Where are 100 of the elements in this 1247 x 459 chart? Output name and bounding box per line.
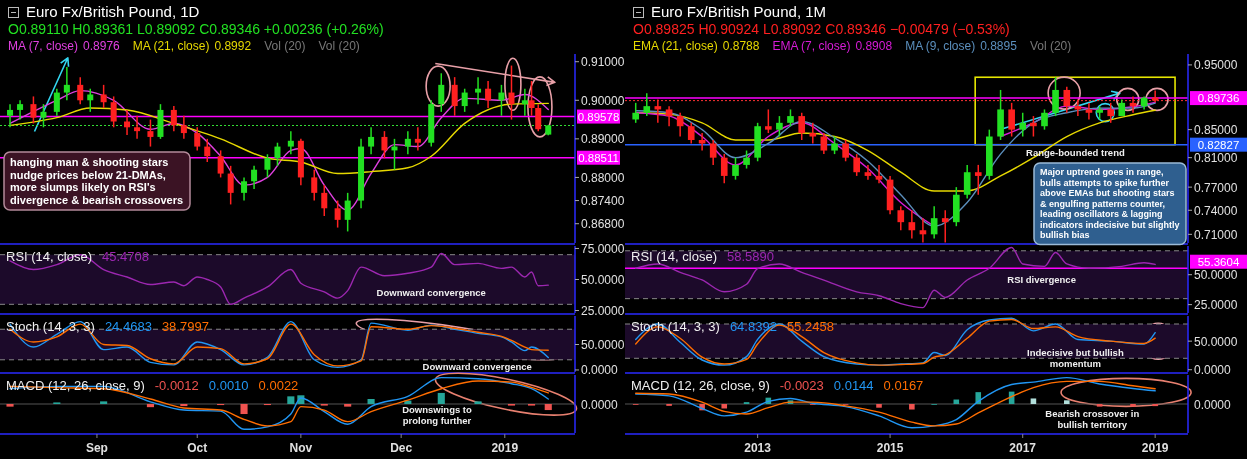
y-tick-label: 0.81000 bbox=[1194, 151, 1238, 166]
y-tick-label: 0.89000 bbox=[581, 132, 625, 147]
text: 0.8895 bbox=[980, 39, 1018, 53]
candlestick bbox=[404, 130, 411, 156]
bar bbox=[287, 396, 295, 404]
x-tick-label: 2019 bbox=[491, 441, 519, 455]
chart-title: Euro Fx/British Pound, 1D bbox=[26, 3, 200, 20]
candlestick bbox=[475, 76, 482, 105]
candlestick bbox=[30, 95, 37, 125]
candlestick bbox=[732, 156, 739, 181]
bar bbox=[1152, 404, 1158, 407]
annotation: 55.2458 bbox=[786, 319, 834, 334]
y-tick-label: 0.91000 bbox=[581, 55, 625, 70]
candlestick bbox=[930, 205, 938, 240]
candlestick bbox=[974, 164, 982, 196]
candlestick bbox=[709, 139, 717, 166]
y-tick-label: 0.95000 bbox=[1194, 58, 1238, 73]
candlestick bbox=[508, 64, 515, 121]
text: Vol (20) bbox=[264, 39, 306, 53]
candlestick bbox=[1052, 76, 1059, 117]
bar bbox=[544, 404, 552, 411]
x-tick-label: 2017 bbox=[1009, 441, 1037, 455]
candlestick bbox=[344, 192, 351, 233]
candlestick bbox=[528, 80, 535, 117]
annotation: 45.4708 bbox=[101, 249, 149, 264]
x-tick-label: Nov bbox=[289, 441, 313, 455]
annotation: 58.5890 bbox=[726, 249, 774, 264]
annotation: 0.0022 bbox=[258, 378, 299, 393]
candlestick bbox=[1085, 102, 1093, 121]
chart-title: RSI (14, close) bbox=[631, 249, 717, 264]
ref-line-label: 0.88511 bbox=[578, 151, 619, 164]
y-tick-label: 0.0000 bbox=[1194, 363, 1232, 378]
bar bbox=[1064, 400, 1070, 404]
candlestick bbox=[1041, 108, 1048, 131]
candlestick bbox=[311, 168, 318, 202]
y-tick-label: 0.88000 bbox=[581, 170, 625, 185]
bar bbox=[474, 401, 482, 404]
candlestick bbox=[687, 122, 695, 145]
annotation: Downward convergence bbox=[376, 287, 486, 299]
bar bbox=[909, 404, 915, 410]
candlestick bbox=[521, 87, 528, 117]
candlestick bbox=[798, 112, 806, 141]
candlestick bbox=[110, 95, 117, 129]
chart-subtitle: O0.89825 H0.90924 L0.89092 C0.89346 −0.00479 (−0.53%) bbox=[633, 21, 1010, 37]
text: 0.8788 bbox=[722, 39, 760, 53]
candlestick bbox=[53, 87, 60, 117]
chart-title: Euro Fx/British Pound, 1M bbox=[651, 3, 827, 20]
annotation: 0.0144 bbox=[833, 378, 874, 393]
candlestick bbox=[743, 149, 750, 170]
chart-subtitle: O0.89110 H0.89361 L0.89092 C0.89346 +0.00236 (+0.26%) bbox=[8, 21, 384, 37]
text: EMA (7, close) bbox=[772, 39, 851, 53]
y-tick-label: 25.0000 bbox=[1194, 298, 1238, 313]
y-tick-label: 0.77000 bbox=[1194, 180, 1238, 195]
bar bbox=[721, 404, 728, 409]
bar bbox=[876, 404, 882, 408]
candlestick bbox=[194, 126, 201, 152]
candlestick bbox=[643, 92, 651, 117]
y-tick-label: 25.0000 bbox=[581, 304, 625, 319]
annotation: hanging man & shooting stars nudge prices below 21-DMAs, more slumps likely on RSI's divergence & bearish crossovers bbox=[10, 156, 184, 206]
candlestick bbox=[864, 164, 872, 181]
x-tick-label: Dec bbox=[390, 441, 413, 455]
candlestick bbox=[63, 66, 70, 102]
candlestick bbox=[77, 76, 84, 105]
candlestick bbox=[40, 103, 47, 129]
candlestick bbox=[809, 122, 817, 145]
candlestick bbox=[321, 184, 328, 217]
candlestick bbox=[227, 165, 234, 206]
annotation: Downward convergence bbox=[422, 361, 532, 373]
y-tick-label: 0.86800 bbox=[581, 217, 625, 232]
bar bbox=[100, 401, 108, 404]
annotation: 38.7997 bbox=[161, 319, 209, 334]
annotation: -0.0012 bbox=[154, 378, 199, 393]
ref-line-label: 0.89736 bbox=[1197, 92, 1240, 105]
candlestick bbox=[170, 105, 177, 132]
candlestick bbox=[941, 209, 949, 243]
text: Vol (20) bbox=[318, 39, 360, 53]
candlestick bbox=[461, 87, 468, 113]
text: MA (9, close) bbox=[905, 39, 976, 53]
text: MA (21, close) bbox=[132, 39, 210, 53]
candlestick bbox=[438, 72, 445, 113]
annotation: 0.0167 bbox=[883, 378, 924, 393]
text: EMA (21, close) bbox=[633, 39, 718, 53]
annotation: Major uptrend goes in range, bulls attempts to spike further above EMAs but shooting stars & engulfing patterns counter, leading oscillators & lagging indicators indecisive but slightly bullish bias bbox=[1040, 167, 1180, 240]
annotation: Indecisive but bullish momentum bbox=[1027, 347, 1124, 370]
y-tick-label: 50.0000 bbox=[1194, 334, 1238, 349]
candlestick bbox=[147, 118, 154, 148]
candlestick bbox=[368, 126, 375, 156]
candlestick bbox=[17, 99, 24, 121]
y-tick-label: 0.71000 bbox=[1194, 227, 1238, 242]
candlestick bbox=[842, 139, 849, 163]
text: 0.8976 bbox=[83, 39, 121, 53]
candlestick bbox=[665, 105, 673, 127]
y-tick-label: 0.0000 bbox=[581, 363, 619, 378]
y-tick-label: 75.0000 bbox=[581, 241, 625, 256]
y-tick-label: 50.0000 bbox=[581, 338, 625, 353]
bar bbox=[1096, 404, 1103, 407]
annotation: Downswings to prolong further bbox=[402, 404, 473, 427]
annotation: RSI divergence bbox=[1007, 273, 1076, 285]
text: 0.8908 bbox=[855, 39, 893, 53]
candlestick bbox=[100, 84, 107, 109]
